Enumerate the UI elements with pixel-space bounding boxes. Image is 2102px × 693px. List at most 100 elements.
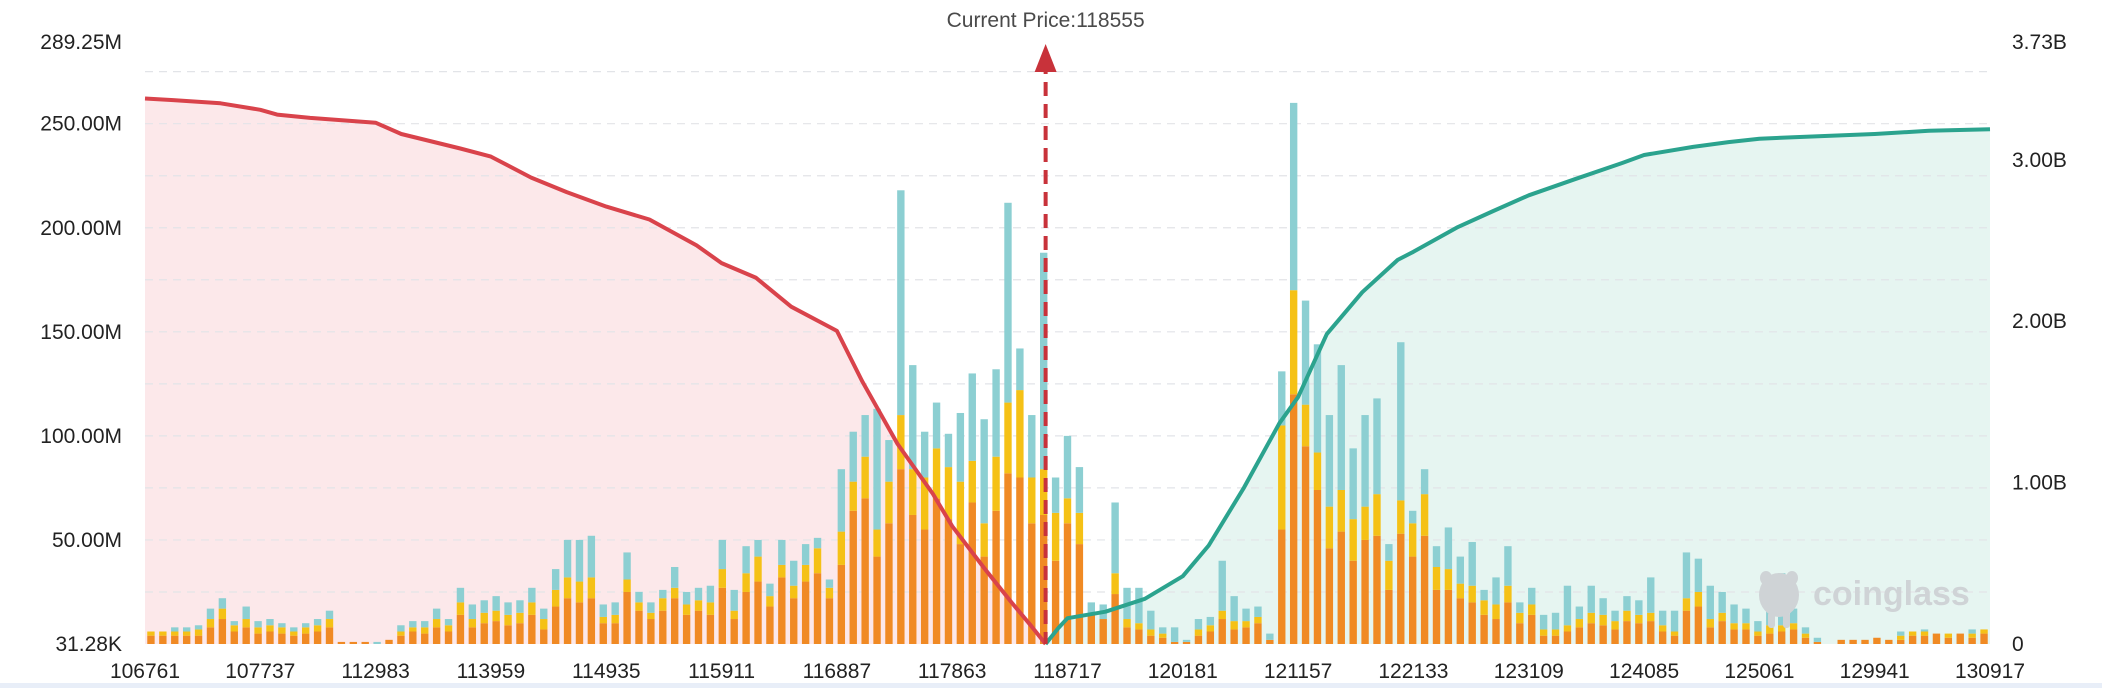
bar-segment-yellow — [790, 585, 798, 599]
bar-segment-yellow — [1075, 512, 1084, 545]
bar-segment-orange — [873, 556, 881, 644]
bar-segment-yellow — [1325, 506, 1334, 549]
bar-segment-orange — [694, 610, 703, 644]
bar-segment-yellow — [325, 619, 334, 628]
bar-segment-yellow — [1444, 569, 1453, 590]
bar-segment-teal — [1040, 252, 1048, 470]
bar-segment-orange — [1885, 639, 1893, 644]
bar-segment-orange — [171, 635, 179, 644]
bar-segment-yellow — [1289, 290, 1298, 395]
bar-segment-teal — [421, 621, 429, 628]
bar-segment-orange — [1742, 629, 1750, 644]
bar-segment-teal — [1373, 398, 1381, 495]
cumulative-short-line — [144, 96, 1048, 646]
bar-segment-orange — [1170, 641, 1179, 644]
bar-segment-yellow — [1135, 623, 1143, 630]
bar-segment-yellow — [147, 631, 155, 636]
x-tick-label: 129941 — [1840, 660, 1910, 683]
bar-segment-yellow — [1623, 610, 1631, 622]
bar-segment-yellow — [813, 548, 822, 574]
bar-segment-orange — [385, 639, 393, 644]
bar-segment-teal — [540, 608, 548, 620]
bar-segment-orange — [182, 635, 191, 644]
y-left-tick-label: 150.00M — [40, 321, 122, 344]
bar-segment-teal — [1801, 627, 1810, 634]
bar-segment-teal — [302, 623, 310, 628]
bar-segment-yellow — [468, 619, 477, 628]
bar-segment-orange — [706, 614, 715, 644]
bar-segment-yellow — [1456, 583, 1464, 599]
bar-segment-yellow — [242, 619, 250, 628]
bar-segment-yellow — [254, 627, 262, 634]
bar-segment-orange — [1682, 610, 1691, 644]
bar-segment-orange — [528, 614, 536, 644]
bar-segment-orange — [266, 631, 274, 644]
bar-segment-yellow — [1063, 498, 1072, 524]
bar-segment-orange — [801, 581, 810, 644]
bar-segment-orange — [1492, 619, 1500, 644]
bar-segment-teal — [254, 621, 262, 628]
bar-segment-teal — [278, 623, 286, 628]
bar-segment-orange — [1004, 473, 1012, 644]
bar-segment-yellow — [682, 604, 691, 615]
bar-segment-yellow — [1468, 585, 1476, 603]
watermark-text: coinglass — [1813, 575, 1970, 613]
bar-segment-teal — [1647, 577, 1655, 613]
y-right-tick-label: 2.00B — [2012, 310, 2067, 333]
x-tick-label: 122133 — [1378, 660, 1448, 683]
y-left-tick-label: 50.00M — [52, 529, 122, 552]
bar-segment-yellow — [1789, 623, 1798, 630]
bar-segment-yellow — [920, 477, 929, 530]
bar-segment-yellow — [1004, 402, 1012, 474]
bar-segment-teal — [1016, 348, 1024, 391]
bar-segment-teal — [1182, 639, 1191, 642]
bar-segment-yellow — [432, 619, 441, 628]
bar-segment-teal — [551, 569, 560, 590]
bar-segment-yellow — [266, 625, 274, 632]
bar-segment-orange — [920, 529, 929, 644]
bar-segment-yellow — [980, 523, 988, 557]
bar-segment-orange — [397, 635, 405, 644]
bar-segment-yellow — [742, 573, 750, 592]
bar-segment-teal — [444, 619, 453, 626]
bar-segment-orange — [516, 623, 524, 644]
bar-segment-teal — [1409, 510, 1417, 524]
bar-segment-orange — [885, 523, 893, 644]
bar-segment-yellow — [1123, 619, 1131, 628]
bar-segment-teal — [1278, 371, 1286, 426]
bar-segment-teal — [932, 402, 941, 449]
bar-segment-yellow — [516, 612, 524, 624]
bar-segment-yellow — [1944, 633, 1953, 638]
bar-segment-teal — [813, 537, 822, 549]
x-tick-label: 118717 — [1033, 660, 1102, 683]
bar-segment-yellow — [1908, 631, 1917, 636]
bar-segment-teal — [1599, 598, 1607, 615]
bar-segment-orange — [1647, 621, 1655, 644]
bar-segment-yellow — [1337, 489, 1345, 532]
bar-segment-yellow — [218, 608, 227, 620]
bar-segment-orange — [1123, 627, 1131, 644]
bar-segment-yellow — [1230, 621, 1238, 630]
bar-segment-orange — [1337, 531, 1345, 644]
bar-segment-orange — [218, 619, 227, 644]
bar-segment-orange — [206, 627, 215, 644]
bar-segment-orange — [1670, 635, 1679, 644]
bar-segment-yellow — [825, 587, 834, 599]
y-right-tick-label: 3.73B — [2012, 31, 2067, 54]
bar-segment-yellow — [1730, 623, 1738, 630]
bar-segment-orange — [1373, 535, 1381, 644]
bar-segment-yellow — [290, 631, 298, 636]
bar-segment-teal — [171, 627, 179, 632]
bar-segment-teal — [1623, 596, 1631, 611]
bar-segment-orange — [492, 621, 500, 644]
bar-segment-teal — [1563, 585, 1572, 626]
bar-segment-yellow — [1563, 625, 1572, 632]
bar-segment-orange — [1278, 529, 1286, 644]
bar-segment-orange — [742, 591, 750, 644]
bar-segment-teal — [849, 431, 857, 482]
bar-segment-yellow — [1147, 629, 1155, 636]
bar-segment-teal — [242, 606, 250, 620]
bar-segment-teal — [1897, 631, 1905, 636]
current-price-arrow-icon — [1034, 44, 1057, 72]
bar-segment-teal — [944, 433, 953, 468]
